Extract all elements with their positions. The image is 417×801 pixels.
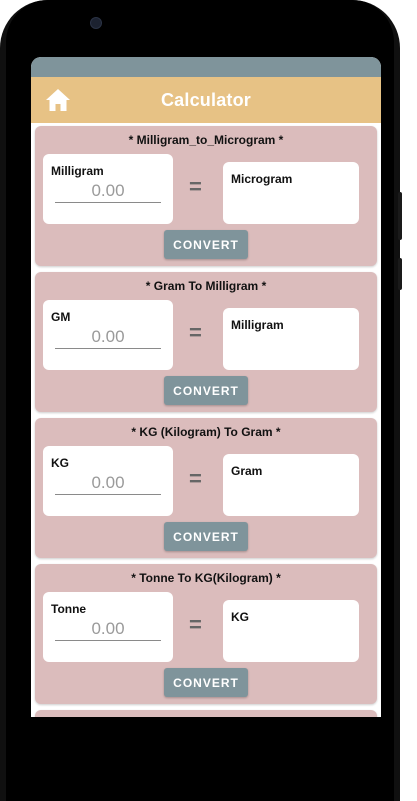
equals-sign: = xyxy=(189,466,202,491)
kilogram-input[interactable] xyxy=(55,472,161,495)
convert-button[interactable]: CONVERT xyxy=(164,376,248,405)
equals-sign: = xyxy=(189,174,202,199)
milligram-input[interactable] xyxy=(55,180,161,203)
input-label: KG xyxy=(51,456,69,470)
converter-list: * Milligram_to_Microgram * Milligram = M… xyxy=(31,123,381,717)
input-box: Tonne xyxy=(43,592,173,662)
gram-input[interactable] xyxy=(55,326,161,349)
equals-sign: = xyxy=(189,612,202,637)
converter-title: * Tonne To KG(Kilogram) * xyxy=(131,571,281,585)
volume-button xyxy=(398,258,402,290)
input-label: GM xyxy=(51,310,71,324)
output-box: Milligram xyxy=(223,308,359,370)
converter-card-kilogram-gram: * KG (Kilogram) To Gram * KG = Gram CONV… xyxy=(35,418,377,558)
convert-button[interactable]: CONVERT xyxy=(164,230,248,259)
equals-sign: = xyxy=(189,320,202,345)
home-icon[interactable] xyxy=(45,88,71,112)
page-title: Calculator xyxy=(160,89,252,110)
output-label: KG xyxy=(231,610,249,624)
output-label: Milligram xyxy=(231,318,284,332)
camera-icon xyxy=(90,17,102,29)
convert-button[interactable]: CONVERT xyxy=(164,668,248,697)
output-box: Microgram xyxy=(223,162,359,224)
output-label: Gram xyxy=(231,464,263,478)
converter-card-gram-milligram: * Gram To Milligram * GM = Milligram CON… xyxy=(35,272,377,412)
status-bar xyxy=(31,57,381,77)
tonne-input[interactable] xyxy=(55,618,161,641)
input-box: GM xyxy=(43,300,173,370)
converter-card-partial xyxy=(35,710,377,717)
input-box: Milligram xyxy=(43,154,173,224)
power-button xyxy=(398,192,402,240)
input-box: KG xyxy=(43,446,173,516)
converter-title: * Milligram_to_Microgram * xyxy=(128,133,284,147)
converter-card-tonne-kilogram: * Tonne To KG(Kilogram) * Tonne = KG CON… xyxy=(35,564,377,704)
app-screen: Calculator * Milligram_to_Microgram * Mi… xyxy=(31,57,381,717)
output-box: Gram xyxy=(223,454,359,516)
converter-card-milligram-microgram: * Milligram_to_Microgram * Milligram = M… xyxy=(35,126,377,266)
output-box: KG xyxy=(223,600,359,662)
convert-button[interactable]: CONVERT xyxy=(164,522,248,551)
app-bar: Calculator xyxy=(31,77,381,123)
input-label: Milligram xyxy=(51,164,104,178)
output-label: Microgram xyxy=(231,172,293,186)
converter-title: * KG (Kilogram) To Gram * xyxy=(131,425,281,439)
converter-title: * Gram To Milligram * xyxy=(145,279,267,293)
input-label: Tonne xyxy=(51,602,87,616)
